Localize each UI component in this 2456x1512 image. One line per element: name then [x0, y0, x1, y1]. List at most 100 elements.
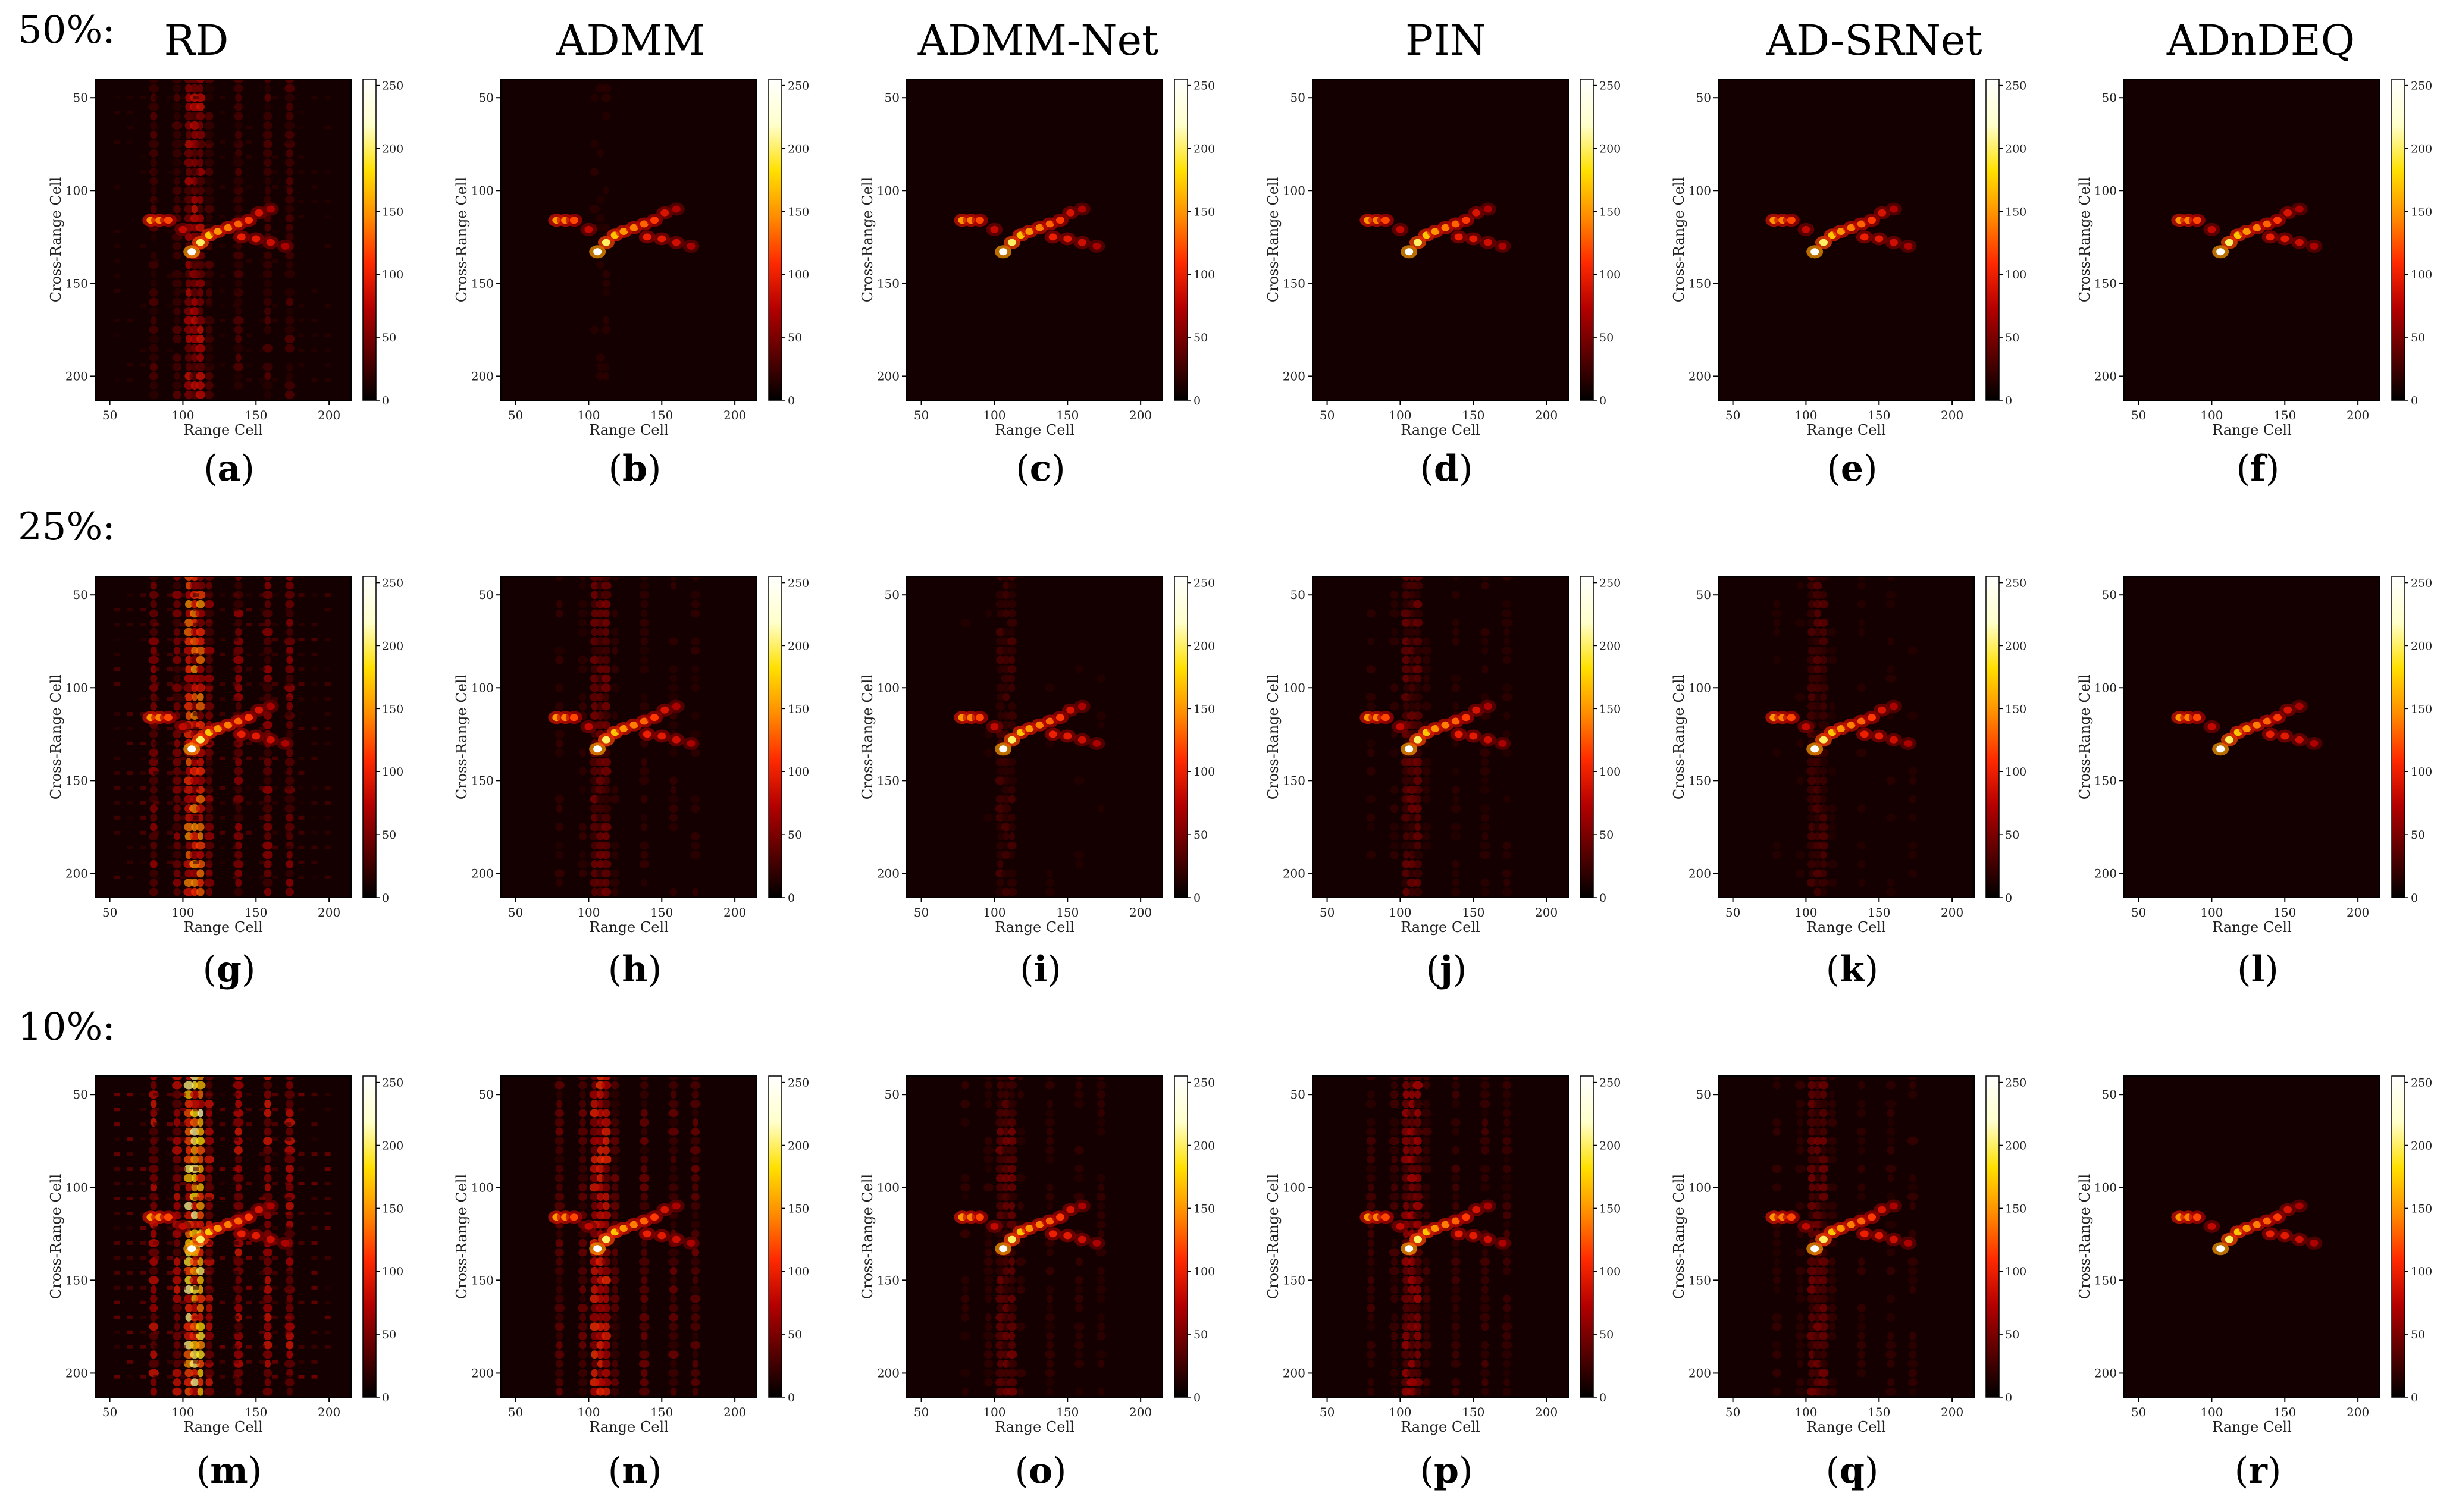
- speckle-cell: [311, 333, 318, 337]
- clutter-cell: [669, 1294, 677, 1303]
- speckle-cell: [127, 96, 133, 100]
- speckle-cell: [298, 653, 305, 657]
- clutter-cell: [262, 1266, 273, 1275]
- speckle-cell: [180, 875, 186, 879]
- clutter-cell: [286, 1248, 294, 1257]
- clutter-cell: [1413, 758, 1423, 767]
- clutter-cell: [960, 1099, 970, 1108]
- speckle-cell: [140, 756, 147, 760]
- clutter-cell: [285, 205, 295, 214]
- speckle-cell: [140, 1137, 147, 1141]
- clutter-cell: [286, 112, 294, 121]
- x-tick-label: 200: [1129, 1405, 1152, 1419]
- clutter-cell: [234, 887, 243, 896]
- clutter-cell: [578, 1109, 587, 1118]
- speckle-cell: [232, 786, 239, 790]
- clutter-cell: [262, 683, 273, 692]
- scatterer-point: [602, 239, 610, 246]
- speckle-cell: [259, 274, 265, 278]
- speckle-cell: [140, 786, 147, 790]
- clutter-cell: [184, 344, 193, 353]
- clutter-cell: [1819, 841, 1828, 850]
- clutter-cell: [1016, 1127, 1025, 1136]
- clutter-cell: [171, 683, 183, 692]
- scatterer-point: [1451, 717, 1460, 725]
- clutter-cell: [1827, 1118, 1837, 1127]
- clutter-cell: [640, 1146, 649, 1155]
- clutter-cell: [173, 1202, 181, 1210]
- clutter-cell: [1423, 1331, 1430, 1340]
- x-tick-label: 50: [1725, 1405, 1740, 1419]
- scatterer-point: [593, 745, 602, 753]
- speckle-cell: [180, 288, 186, 293]
- clutter-cell: [286, 748, 294, 757]
- scatterer-point: [1431, 724, 1440, 732]
- speckle-cell: [311, 170, 318, 174]
- clutter-cell: [1886, 1313, 1896, 1322]
- speckle-cell: [206, 1360, 212, 1364]
- clutter-cell: [233, 600, 244, 608]
- clutter-cell: [1366, 702, 1376, 711]
- speckle-cell: [324, 96, 331, 100]
- clutter-cell: [1502, 609, 1512, 618]
- clutter-cell: [1807, 1155, 1816, 1164]
- speckle-cell: [232, 378, 239, 382]
- clutter-cell: [1421, 1341, 1432, 1350]
- clutter-cell: [264, 1378, 271, 1387]
- colorbar-tick-label: 200: [1599, 142, 1621, 155]
- clutter-cell: [610, 1137, 620, 1146]
- speckle-cell: [180, 682, 186, 686]
- clutter-cell: [173, 205, 181, 214]
- clutter-cell: [1365, 1099, 1377, 1108]
- clutter-cell: [1885, 813, 1896, 822]
- clutter-cell: [1820, 776, 1827, 785]
- clutter-cell: [692, 1276, 699, 1285]
- scatterer-point: [1889, 1235, 1898, 1243]
- clutter-cell: [578, 609, 588, 618]
- speckle-cell: [206, 771, 212, 775]
- plot-frame: [95, 576, 352, 898]
- clutter-cell: [1414, 1174, 1422, 1182]
- clutter-cell: [234, 1127, 243, 1136]
- clutter-cell: [1814, 776, 1821, 785]
- clutter-cell: [610, 1146, 621, 1155]
- scatterer-point: [234, 220, 243, 228]
- clutter-cell: [1452, 1248, 1460, 1257]
- clutter-cell: [284, 269, 295, 278]
- x-tick-label: 200: [318, 905, 340, 920]
- clutter-cell: [556, 1285, 563, 1294]
- clutter-cell: [284, 1378, 295, 1387]
- clutter-cell: [1007, 1220, 1017, 1229]
- clutter-cell: [602, 1109, 610, 1118]
- speckle-cell: [232, 623, 239, 627]
- clutter-cell: [1098, 1183, 1104, 1192]
- speckle-cell: [259, 348, 265, 352]
- clutter-cell: [1414, 655, 1422, 664]
- clutter-cell: [1402, 1183, 1410, 1192]
- clutter-cell: [1814, 665, 1822, 674]
- clutter-cell: [264, 390, 272, 399]
- clutter-cell: [1503, 1266, 1511, 1275]
- clutter-cell: [197, 1276, 204, 1285]
- clutter-cell: [150, 233, 157, 241]
- clutter-cell: [1423, 1137, 1431, 1146]
- clutter-cell: [640, 851, 649, 859]
- speckle-cell: [219, 786, 225, 790]
- scatterer-point: [1063, 1232, 1072, 1240]
- clutter-cell: [1772, 851, 1781, 859]
- clutter-cell: [1796, 1378, 1804, 1387]
- speckle-cell: [298, 623, 305, 627]
- clutter-cell: [1389, 1322, 1400, 1331]
- speckle-cell: [324, 1315, 331, 1319]
- x-tick-label: 200: [723, 905, 746, 920]
- clutter-cell: [196, 1341, 205, 1350]
- scatterer-point: [245, 217, 253, 224]
- clutter-cell: [1423, 1257, 1430, 1266]
- colorbar-tick-label: 50: [2005, 829, 2019, 842]
- speckle-cell: [272, 756, 278, 760]
- scatterer-point: [237, 730, 246, 738]
- scatterer-point: [2225, 239, 2233, 246]
- clutter-cell: [692, 1183, 699, 1192]
- clutter-cell: [1819, 1220, 1828, 1229]
- clutter-cell: [691, 1090, 700, 1099]
